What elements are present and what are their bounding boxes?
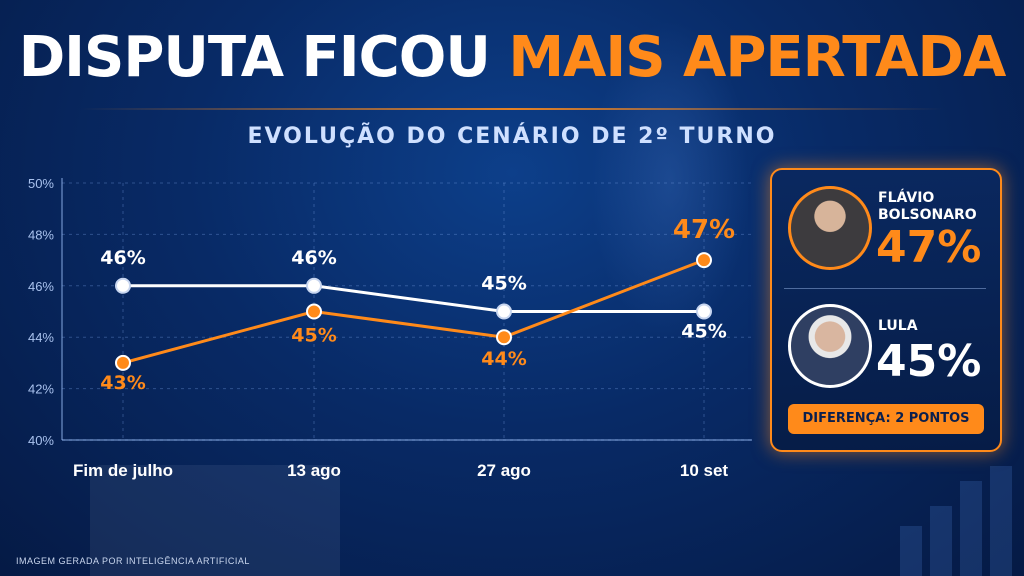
data-point [306,303,322,320]
y-tick-label: 46% [28,279,54,294]
candidate-name: LULA [878,318,918,334]
data-label: 46% [291,247,336,269]
x-tick-label: 10 set [680,461,729,480]
headline-part2: MAIS APERTADA [508,25,1006,90]
panel-divider [784,288,986,289]
brazil-map-background [590,20,750,340]
data-point [496,303,512,320]
ai-disclaimer: IMAGEM GERADA POR INTELIGÊNCIA ARTIFICIA… [16,556,250,566]
data-point [496,329,512,346]
data-point [115,354,131,371]
candidate-photo-avatar [788,304,872,388]
y-tick-label: 48% [28,227,54,242]
ballot-box-background [90,465,340,576]
data-label: 45% [681,321,726,343]
data-label: 46% [100,247,145,269]
results-panel: FLÁVIO BOLSONARO 47% LULA 45% DIFERENÇA:… [770,168,1002,452]
candidate-name-line2: BOLSONARO [878,207,977,223]
y-tick-label: 40% [28,433,54,448]
headline: DISPUTA FICOU MAIS APERTADA [0,30,1024,86]
candidate-name-line1: FLÁVIO [878,190,935,206]
data-point [306,277,322,294]
headline-part1: DISPUTA FICOU [18,25,491,90]
data-label: 45% [481,273,526,295]
data-label: 44% [481,348,526,370]
data-label: 47% [673,215,735,245]
data-point [696,303,712,320]
data-point [115,277,131,294]
bar-graphic-background [900,466,1012,576]
y-tick-label: 42% [28,382,54,397]
x-tick-label: 13 ago [287,461,341,480]
x-tick-label: Fim de julho [73,461,173,480]
y-tick-label: 44% [28,330,54,345]
series-line [123,284,704,313]
difference-badge: DIFERENÇA: 2 PONTOS [788,404,984,434]
data-label: 43% [100,372,145,394]
line-chart: 40% 42% 44% 46% 48% 50% Fim de julho 13 ago 27 a… [27,176,752,480]
subtitle: EVOLUÇÃO DO CENÁRIO DE 2º TURNO [247,124,777,149]
y-tick-label: 50% [28,176,54,191]
candidate-photo-avatar [788,186,872,270]
data-point [696,252,712,269]
candidate-card-lula: LULA 45% [782,298,992,398]
series-line [122,258,705,365]
x-tick-label: 27 ago [477,461,531,480]
data-label: 45% [291,325,336,347]
candidate-percent: 45% [876,336,982,387]
candidate-name: FLÁVIO BOLSONARO [878,190,998,224]
candidate-percent: 47% [876,222,982,273]
candidate-card-flavio: FLÁVIO BOLSONARO 47% [782,180,992,280]
headline-divider [80,108,944,110]
